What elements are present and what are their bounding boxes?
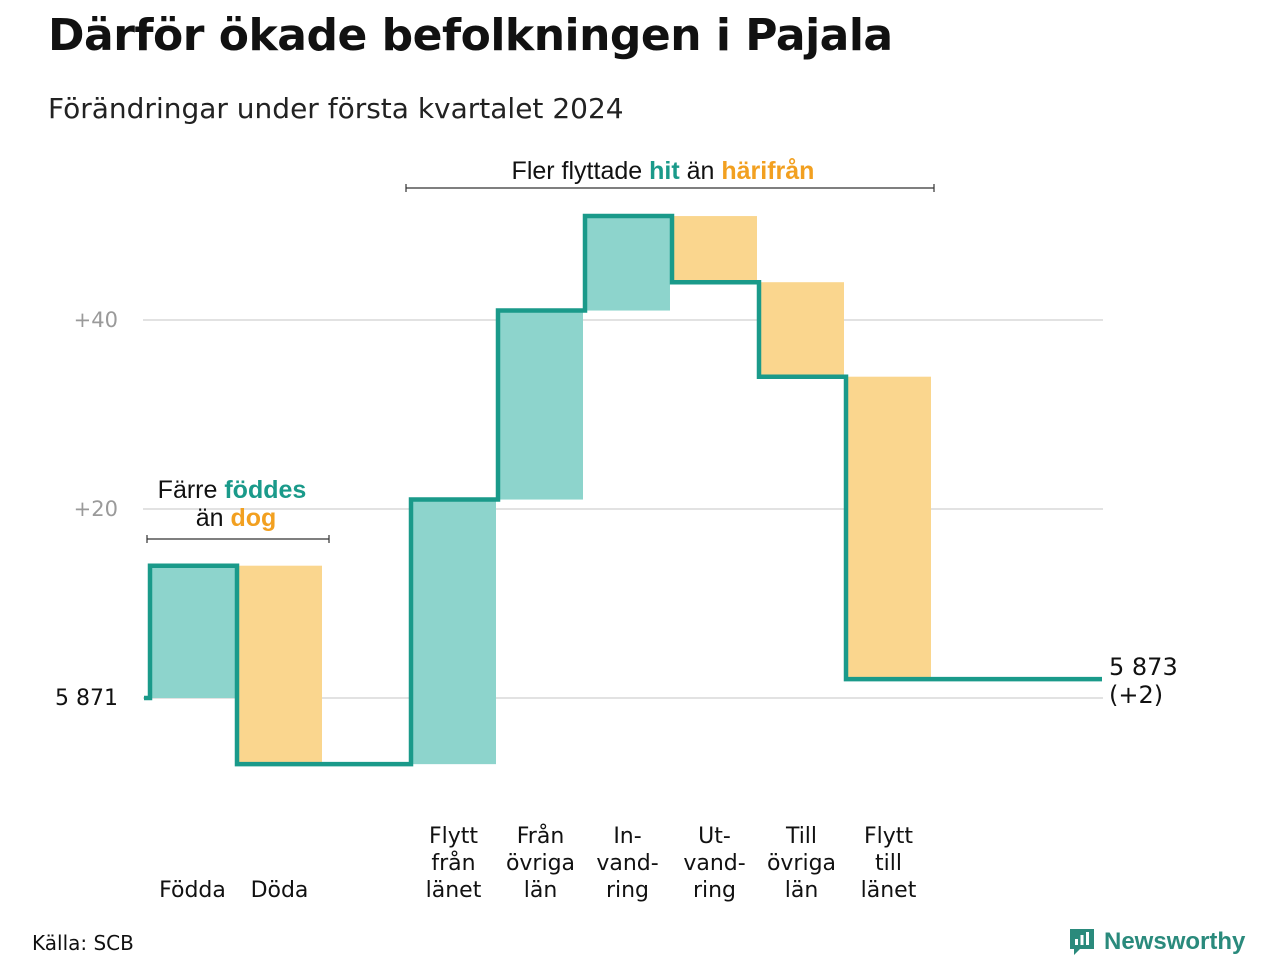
x-axis-categories: Födda DödaFlyttfrånlänetFrånövrigalänIn-v…	[159, 823, 917, 903]
migration-annotation-up: hit	[649, 157, 680, 185]
waterfall-bar	[846, 376, 931, 680]
end-value-label: 5 873 (+2)	[1109, 653, 1178, 709]
natural-bracket	[146, 535, 330, 543]
cumulative-step-line	[144, 213, 1102, 767]
chart-subtitle: Förändringar under första kvartalet 2024	[48, 92, 624, 125]
category-label: Flytt	[864, 824, 913, 849]
category-label: vand-	[596, 851, 658, 876]
waterfall-bars	[150, 216, 931, 765]
category-label: till	[875, 851, 902, 876]
brand: Newsworthy	[1068, 924, 1245, 960]
category-label: ring	[693, 878, 736, 903]
category-label: Ut-	[698, 824, 731, 849]
waterfall-bar	[759, 282, 844, 377]
category-label: Till	[785, 824, 817, 849]
category-label: från	[431, 850, 475, 876]
waterfall-bar	[411, 499, 496, 765]
natural-annotation-line1: Färre föddes	[158, 476, 307, 504]
newsworthy-logo-icon	[1070, 929, 1094, 955]
chart-title: Därför ökade befolkningen i Pajala	[48, 10, 893, 61]
category-label: Flytt	[429, 824, 478, 849]
end-value: 5 873	[1109, 653, 1178, 681]
category-label: ring	[606, 878, 649, 903]
waterfall-bar	[585, 216, 670, 311]
migration-annotation: Fler flyttade hit än härifrån	[405, 157, 935, 192]
y-tick-label: 5 871	[55, 686, 118, 711]
migration-annotation-down: härifrån	[721, 157, 814, 185]
waterfall-bar	[150, 565, 235, 698]
end-change: (+2)	[1109, 681, 1163, 709]
category-label: Döda	[251, 878, 309, 903]
brand-name: Newsworthy	[1104, 928, 1246, 955]
category-label: län	[785, 878, 819, 903]
natural-annotation-line2: än dog	[196, 504, 277, 532]
category-label: övriga	[767, 851, 836, 876]
y-tick-label: +20	[74, 497, 118, 521]
waterfall-bar	[672, 216, 757, 283]
category-label: In-	[613, 824, 641, 849]
category-label: län	[524, 878, 558, 903]
category-label: vand-	[683, 851, 745, 876]
migration-annotation-text: Fler flyttade hit än härifrån	[512, 157, 815, 185]
y-tick-label: +40	[74, 308, 118, 332]
natural-change-annotation: Färre föddes än dog	[146, 476, 330, 543]
category-label: länet	[426, 878, 482, 903]
waterfall-bar	[237, 565, 322, 765]
category-label: länet	[861, 878, 917, 903]
waterfall-bar	[498, 310, 583, 500]
migration-bracket	[405, 184, 935, 192]
y-axis-ticks: 5 871 +20 +40	[55, 308, 118, 711]
natural-annotation-up: föddes	[224, 476, 306, 504]
category-label: Födda	[159, 878, 226, 903]
category-label: Från	[517, 823, 565, 849]
natural-annotation-down: dog	[230, 504, 276, 532]
source-note: Källa: SCB	[32, 931, 134, 955]
category-label: övriga	[506, 851, 575, 876]
